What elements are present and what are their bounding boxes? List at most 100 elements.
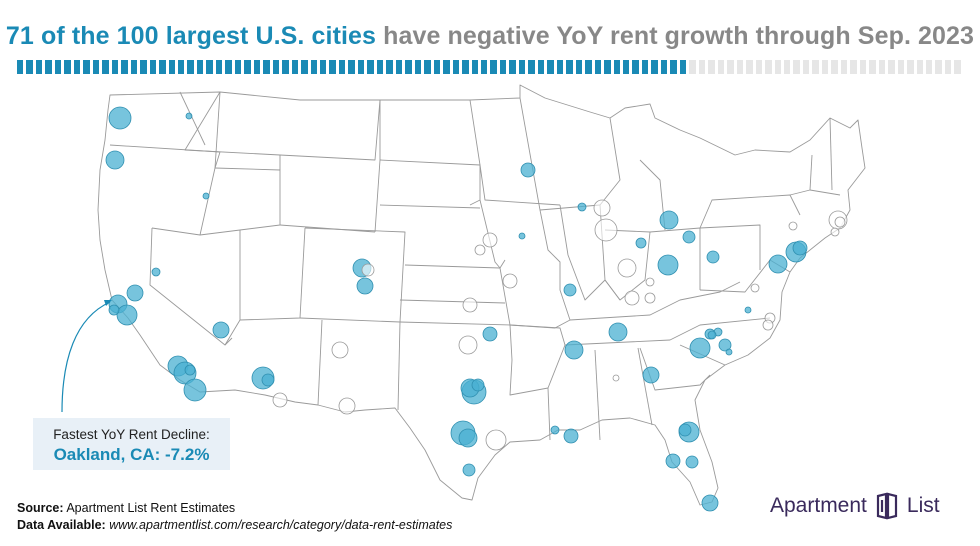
- city-marker-negative: [462, 463, 476, 477]
- city-marker-positive: [485, 429, 507, 451]
- city-markers: [105, 106, 848, 512]
- progress-segment: [727, 60, 734, 74]
- city-marker-negative: [689, 337, 711, 359]
- progress-segment: [244, 60, 251, 74]
- progress-segment: [651, 60, 658, 74]
- city-marker-negative: [665, 453, 681, 469]
- progress-segment: [443, 60, 450, 74]
- city-marker-positive: [624, 290, 640, 306]
- progress-segment: [272, 60, 280, 74]
- progress-segment: [17, 60, 24, 74]
- progress-segment: [556, 60, 564, 74]
- progress-segment: [613, 60, 620, 74]
- progress-segment: [528, 60, 535, 74]
- progress-segment: [215, 60, 223, 74]
- logo-text-right: List: [906, 494, 940, 517]
- title-rest: have negative YoY rent growth through Se…: [383, 22, 975, 50]
- city-marker-negative: [744, 306, 752, 314]
- progress-segment: [168, 60, 175, 74]
- us-outline: [97, 84, 866, 506]
- city-marker-negative: [682, 230, 696, 244]
- city-marker-negative: [458, 428, 478, 448]
- progress-segment: [812, 60, 819, 74]
- progress-segment: [783, 60, 791, 74]
- callout-arrowhead: [104, 300, 112, 306]
- city-marker-negative: [685, 455, 699, 469]
- city-marker-positive: [462, 297, 478, 313]
- progress-segment: [433, 60, 441, 74]
- city-marker-negative: [471, 378, 485, 392]
- progress-segment: [130, 60, 138, 74]
- progress-segment: [45, 60, 52, 74]
- progress-bar: [17, 60, 961, 74]
- progress-segment: [64, 60, 71, 74]
- progress-segment: [604, 60, 611, 74]
- city-marker-negative: [184, 364, 196, 376]
- city-marker-positive: [593, 199, 611, 217]
- progress-segment: [405, 60, 412, 74]
- progress-segment: [859, 60, 867, 74]
- progress-segment: [320, 60, 327, 74]
- progress-segment: [575, 60, 583, 74]
- progress-segment: [83, 60, 90, 74]
- progress-segment: [916, 60, 923, 74]
- city-marker-positive: [788, 221, 798, 231]
- city-marker-negative: [108, 304, 120, 316]
- city-marker-positive: [458, 335, 478, 355]
- progress-segment: [774, 60, 781, 74]
- data-url[interactable]: www.apartmentlist.com/research/category/…: [109, 518, 453, 532]
- progress-segment: [670, 60, 677, 74]
- source-text: Apartment List Rent Estimates: [66, 501, 236, 515]
- progress-segment: [225, 60, 232, 74]
- city-marker-positive: [594, 218, 618, 242]
- city-marker-negative: [577, 202, 587, 212]
- progress-segment: [424, 60, 431, 74]
- progress-segment: [92, 60, 100, 74]
- progress-segment: [282, 60, 289, 74]
- source-label: Source:: [17, 501, 64, 515]
- progress-segment: [869, 60, 876, 74]
- city-marker-negative: [202, 192, 210, 200]
- progress-segment: [736, 60, 744, 74]
- city-marker-negative: [659, 210, 679, 230]
- progress-segment: [594, 60, 602, 74]
- city-marker-positive: [502, 273, 518, 289]
- progress-segment: [376, 60, 384, 74]
- progress-segment: [149, 60, 157, 74]
- city-marker-negative: [151, 267, 161, 277]
- progress-segment: [793, 60, 800, 74]
- progress-segment: [689, 60, 696, 74]
- progress-segment: [462, 60, 469, 74]
- city-marker-positive: [338, 397, 356, 415]
- progress-segment: [935, 60, 942, 74]
- progress-segment: [111, 60, 119, 74]
- city-marker-negative: [356, 277, 374, 295]
- progress-segment: [765, 60, 772, 74]
- city-marker-negative: [564, 340, 584, 360]
- progress-segment: [414, 60, 422, 74]
- city-marker-negative: [678, 423, 692, 437]
- progress-segment: [73, 60, 81, 74]
- progress-segment: [698, 60, 706, 74]
- city-marker-positive: [482, 232, 498, 248]
- progress-segment: [850, 60, 857, 74]
- progress-segment: [102, 60, 109, 74]
- city-marker-negative: [657, 254, 679, 276]
- data-label: Data Available:: [17, 518, 106, 532]
- city-marker-negative: [701, 494, 719, 512]
- city-marker-negative: [608, 322, 628, 342]
- progress-segment: [518, 60, 526, 74]
- city-marker-negative: [261, 373, 275, 387]
- city-marker-negative: [108, 106, 132, 130]
- progress-segment: [708, 60, 715, 74]
- progress-segment: [944, 60, 952, 74]
- title-highlight: 71 of the 100 largest U.S. cities: [5, 22, 377, 50]
- city-marker-negative: [518, 232, 526, 240]
- progress-segment: [452, 60, 460, 74]
- callout-arrow: [61, 301, 111, 413]
- city-marker-negative: [550, 425, 560, 435]
- progress-segment: [755, 60, 763, 74]
- progress-segment: [26, 60, 33, 74]
- progress-segment: [632, 60, 639, 74]
